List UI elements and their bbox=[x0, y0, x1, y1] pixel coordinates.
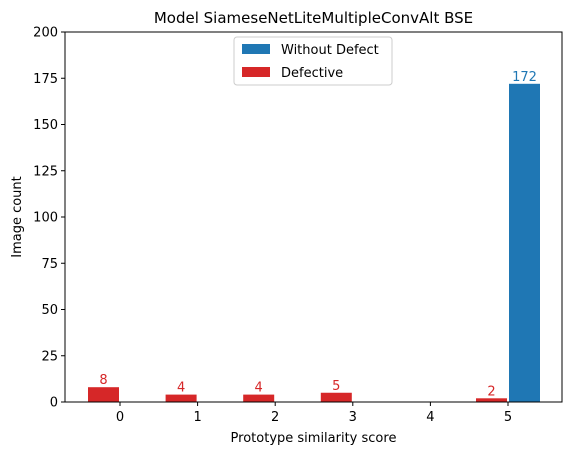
x-tick-label: 1 bbox=[193, 410, 201, 425]
y-tick-label: 125 bbox=[33, 164, 58, 179]
data-label-without-defect-5: 172 bbox=[512, 70, 537, 85]
x-axis: 0 1 2 3 4 5 bbox=[116, 402, 512, 425]
y-tick-label: 200 bbox=[33, 26, 58, 41]
legend-frame bbox=[233, 36, 393, 86]
bar-defective-5 bbox=[476, 398, 507, 402]
x-tick-label: 5 bbox=[504, 410, 512, 425]
bar-defective-2 bbox=[243, 394, 275, 402]
y-tick-label: 75 bbox=[41, 257, 58, 272]
y-axis: 0 25 50 75 100 125 150 175 200 bbox=[33, 26, 65, 411]
bars-layer bbox=[88, 83, 540, 403]
x-tick-label: 3 bbox=[349, 410, 357, 425]
data-label-defective-1: 4 bbox=[177, 381, 185, 396]
legend-swatch-without-defect bbox=[242, 44, 270, 54]
data-label-defective-5: 2 bbox=[487, 384, 495, 399]
chart-title: Model SiameseNetLiteMultipleConvAlt BSE bbox=[154, 9, 473, 27]
legend-label-defective: Defective bbox=[281, 66, 343, 81]
data-label-defective-3: 5 bbox=[332, 379, 340, 394]
bar-defective-3 bbox=[320, 392, 352, 402]
legend-label-without-defect: Without Defect bbox=[281, 43, 379, 58]
legend-swatch-defective bbox=[242, 67, 270, 77]
x-tick-label: 2 bbox=[271, 410, 279, 425]
y-tick-label: 175 bbox=[33, 72, 58, 87]
bar-defective-1 bbox=[165, 394, 197, 402]
plot-frame bbox=[64, 31, 563, 403]
bar-defective-0 bbox=[88, 387, 119, 402]
x-tick-label: 4 bbox=[426, 410, 434, 425]
bar-without-defect-5 bbox=[509, 83, 540, 403]
y-tick-label: 100 bbox=[33, 211, 58, 226]
x-tick-label: 0 bbox=[116, 410, 124, 425]
y-tick-label: 150 bbox=[33, 118, 58, 133]
data-label-defective-0: 8 bbox=[99, 373, 107, 388]
bar-labels-layer: 172 8 4 4 5 2 bbox=[99, 70, 537, 399]
legend: Without Defect Defective bbox=[233, 36, 393, 86]
y-tick-label: 25 bbox=[41, 349, 58, 364]
x-axis-label: Prototype similarity score bbox=[231, 431, 397, 446]
y-axis-label: Image count bbox=[10, 176, 25, 258]
y-tick-label: 50 bbox=[41, 303, 58, 318]
y-tick-label: 0 bbox=[50, 396, 58, 411]
data-label-defective-2: 4 bbox=[255, 381, 263, 396]
